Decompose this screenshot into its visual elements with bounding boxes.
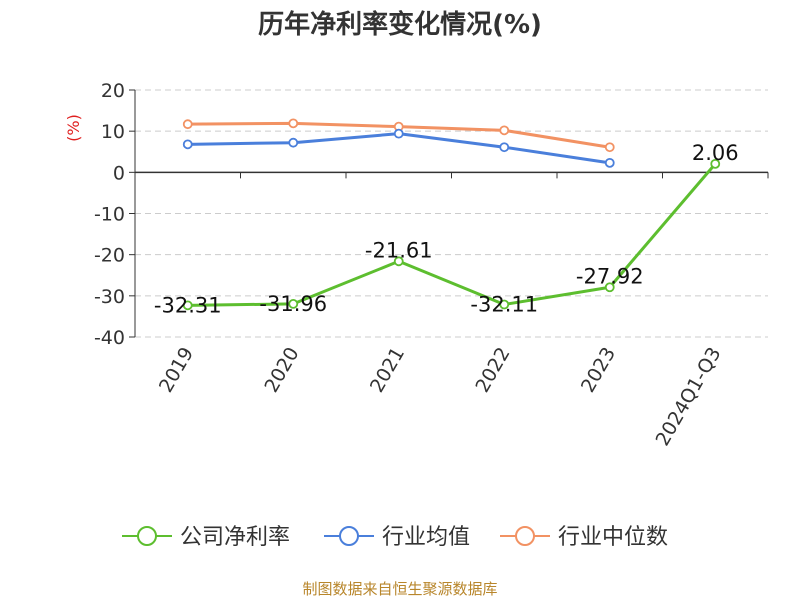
data-point <box>499 142 510 153</box>
axes <box>129 89 769 338</box>
x-tick-label: 2023 <box>577 344 620 397</box>
data-point <box>604 157 615 168</box>
legend-item[interactable]: 公司净利率 <box>122 525 290 550</box>
legend-marker-icon <box>137 526 157 546</box>
legend-label: 行业中位数 <box>558 525 668 550</box>
data-point <box>499 299 510 310</box>
x-tick-label: 2019 <box>155 344 198 397</box>
x-tick-label: 2022 <box>471 344 514 397</box>
data-label: -27.92 <box>576 264 644 288</box>
data-point <box>288 118 299 129</box>
data-point <box>710 158 721 169</box>
x-tick-labels: 2019 2020 2021 2022 2023 2024Q1-Q3 <box>155 344 726 450</box>
y-tick-label: 20 <box>101 80 125 102</box>
data-point <box>182 300 193 311</box>
legend-label: 行业均值 <box>382 525 470 550</box>
chart-title: 历年净利率变化情况(%) <box>258 10 542 40</box>
y-tick-label: -30 <box>94 286 125 308</box>
data-label: -21.61 <box>365 238 433 262</box>
y-tick-label: -10 <box>94 204 125 226</box>
x-tick-label: 2024Q1-Q3 <box>652 344 726 450</box>
series-group <box>182 118 721 311</box>
data-label: -31.96 <box>259 292 327 316</box>
data-point <box>604 142 615 153</box>
y-tick-label: 0 <box>113 162 125 184</box>
x-tick-label: 2020 <box>260 344 303 397</box>
data-point <box>182 139 193 150</box>
data-point <box>604 282 615 293</box>
source-note: 制图数据来自恒生聚源数据库 <box>302 580 498 598</box>
data-point <box>182 119 193 130</box>
x-tick-label: 2021 <box>366 344 409 397</box>
y-tick-label: 10 <box>101 121 125 143</box>
y-tick-label: -40 <box>94 327 125 349</box>
data-label: -32.31 <box>154 293 222 317</box>
y-tick-label: -20 <box>94 245 125 267</box>
legend-marker-icon <box>515 526 535 546</box>
y-axis-label: (%) <box>64 114 83 142</box>
legend-item[interactable]: 行业中位数 <box>500 525 668 550</box>
legend-item[interactable]: 行业均值 <box>324 525 470 550</box>
grid-lines <box>135 89 768 338</box>
data-point <box>393 128 404 139</box>
data-point <box>499 125 510 136</box>
data-label: 2.06 <box>692 141 739 165</box>
legend-marker-icon <box>339 526 359 546</box>
data-point <box>288 299 299 309</box>
y-tick-labels: 20 10 0 -10 -20 -30 -40 <box>94 80 125 349</box>
data-point <box>393 256 404 267</box>
data-label: -32.11 <box>470 293 538 317</box>
legend[interactable]: 公司净利率 行业均值 行业中位数 <box>122 525 668 550</box>
legend-label: 公司净利率 <box>180 525 290 550</box>
data-point <box>288 137 299 148</box>
series-line <box>187 162 717 307</box>
data-labels: -32.31 -31.96 -21.61 -32.11 -27.92 2.06 <box>154 141 739 317</box>
